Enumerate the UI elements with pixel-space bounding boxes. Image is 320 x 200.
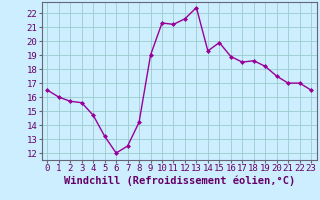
X-axis label: Windchill (Refroidissement éolien,°C): Windchill (Refroidissement éolien,°C): [64, 176, 295, 186]
